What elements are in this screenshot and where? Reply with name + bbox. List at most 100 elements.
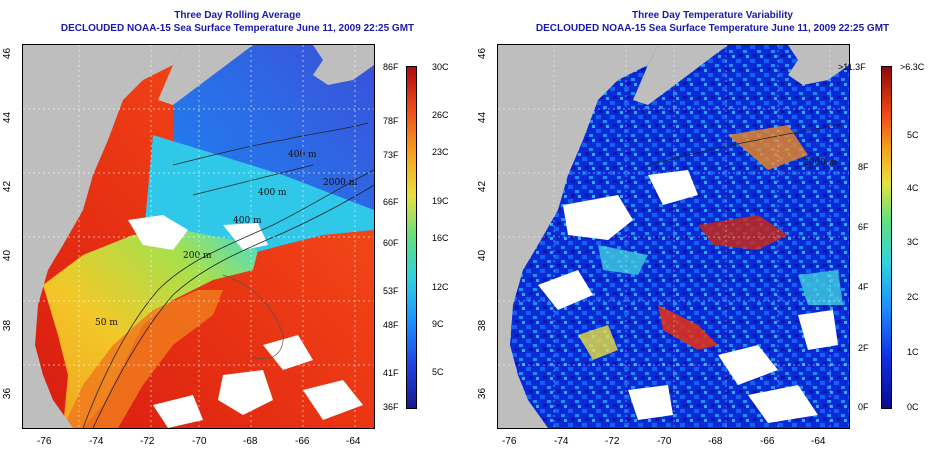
y-tick-label: 42 bbox=[477, 180, 489, 193]
cloud-patch bbox=[223, 223, 268, 250]
colorbar-f-label: 0F bbox=[858, 402, 869, 412]
panel-subtitle: DECLOUDED NOAA-15 Sea Surface Temperatur… bbox=[535, 23, 890, 34]
y-tick-label: 40 bbox=[477, 249, 489, 262]
cloud-patch bbox=[798, 310, 838, 350]
variability-mid bbox=[798, 270, 843, 305]
cloud-patch bbox=[128, 215, 188, 250]
colorbar-f-label: 8F bbox=[858, 162, 869, 172]
cloud-patch bbox=[303, 380, 363, 420]
sst-variability-panel: Three Day Temperature Variability DECLOU… bbox=[475, 0, 950, 475]
contour-label: 400 m bbox=[288, 150, 317, 160]
colorbar-c-label: 16C bbox=[432, 233, 449, 243]
colorbar-f-label: 66F bbox=[383, 197, 399, 207]
contour-label: 400 m bbox=[233, 216, 262, 226]
colorbar-c-label: 19C bbox=[432, 196, 449, 206]
land-north bbox=[633, 45, 728, 105]
y-tick-label: 36 bbox=[477, 387, 489, 400]
x-tick-label: -66 bbox=[295, 436, 310, 447]
colorbar-f-label: 60F bbox=[383, 238, 399, 248]
panel-title: Three Day Temperature Variability bbox=[632, 10, 793, 21]
colorbar-f-label: 53F bbox=[383, 286, 399, 296]
colorbar-c-label: 23C bbox=[432, 147, 449, 157]
sst-variability-map: 2000 m bbox=[497, 44, 850, 429]
y-tick-label: 46 bbox=[2, 47, 14, 60]
colorbar-c-label: 0C bbox=[907, 402, 919, 412]
colorbar-f-label: 41F bbox=[383, 368, 399, 378]
panel-title: Three Day Rolling Average bbox=[174, 10, 301, 21]
contour-label: 200 m bbox=[183, 251, 212, 261]
colorbar-f-label: 73F bbox=[383, 150, 399, 160]
colorbar-f-label: 6F bbox=[858, 222, 869, 232]
x-tick-label: -66 bbox=[760, 436, 775, 447]
contour-label: 2000 m bbox=[323, 178, 358, 188]
bathymetry-contour bbox=[82, 169, 374, 428]
colorbar-c-label: 1C bbox=[907, 347, 919, 357]
y-tick-label: 44 bbox=[477, 111, 489, 124]
variability-mid bbox=[578, 325, 618, 360]
x-tick-label: -76 bbox=[502, 436, 517, 447]
graticule bbox=[23, 45, 374, 428]
x-tick-label: -64 bbox=[346, 436, 361, 447]
bathymetry-contour bbox=[92, 184, 374, 428]
colorbar-f-label: >11.3F bbox=[838, 62, 866, 72]
land-nova-scotia bbox=[788, 45, 849, 85]
land-north bbox=[158, 45, 253, 105]
y-tick-label: 38 bbox=[2, 319, 14, 332]
colorbar-c-label: 3C bbox=[907, 237, 919, 247]
x-tick-label: -76 bbox=[37, 436, 52, 447]
x-tick-label: -72 bbox=[140, 436, 155, 447]
shelf-orange bbox=[63, 290, 223, 428]
variability-mid bbox=[598, 245, 648, 275]
colorbar-c-label: 9C bbox=[432, 319, 444, 329]
land-coast bbox=[23, 45, 183, 428]
colorbar-c-label: 5C bbox=[907, 130, 919, 140]
contour-label: 400 m bbox=[258, 188, 287, 198]
x-tick-label: -70 bbox=[657, 436, 672, 447]
colorbar-c-label: 2C bbox=[907, 292, 919, 302]
colorbar-f-label: 4F bbox=[858, 282, 869, 292]
cloud-patch bbox=[648, 170, 698, 205]
contour-label: 50 m bbox=[95, 318, 118, 328]
colorbar-c-label: 4C bbox=[907, 183, 919, 193]
colorbar-f-label: 86F bbox=[383, 62, 399, 72]
contour-label: 2000 m bbox=[803, 158, 838, 168]
variability-colorbar bbox=[881, 66, 892, 409]
cloud-patch bbox=[538, 270, 593, 310]
variability-mid bbox=[728, 125, 808, 170]
x-tick-label: -74 bbox=[554, 436, 569, 447]
cloud-patch bbox=[263, 335, 313, 370]
colorbar-f-label: 78F bbox=[383, 116, 399, 126]
bathymetry-contour bbox=[172, 122, 369, 166]
bathymetry-contour bbox=[222, 274, 284, 360]
x-tick-label: -68 bbox=[708, 436, 723, 447]
graticule bbox=[498, 45, 849, 428]
bathymetry-contour bbox=[647, 122, 844, 166]
variability-high bbox=[698, 215, 788, 250]
y-tick-label: 36 bbox=[2, 387, 14, 400]
y-tick-label: 44 bbox=[2, 111, 14, 124]
x-tick-label: -72 bbox=[605, 436, 620, 447]
land-coast bbox=[498, 45, 658, 428]
colorbar-c-label: 26C bbox=[432, 110, 449, 120]
sst-average-map: 400 m 2000 m 200 m 50 m 400 m 400 m bbox=[22, 44, 375, 429]
sst-average-panel: Three Day Rolling Average DECLOUDED NOAA… bbox=[2, 10, 449, 447]
y-tick-label: 38 bbox=[477, 319, 489, 332]
x-tick-label: -70 bbox=[192, 436, 207, 447]
land-nova-scotia bbox=[313, 45, 374, 85]
cloud-patch bbox=[748, 385, 818, 423]
y-tick-label: 40 bbox=[2, 249, 14, 262]
x-tick-label: -68 bbox=[243, 436, 258, 447]
bathymetry-contour bbox=[192, 164, 314, 196]
cloud-patch bbox=[153, 395, 203, 428]
colorbar-f-label: 48F bbox=[383, 320, 399, 330]
temperature-colorbar bbox=[406, 66, 417, 409]
y-tick-label: 42 bbox=[2, 180, 14, 193]
colorbar-f-label: 2F bbox=[858, 343, 869, 353]
x-tick-label: -74 bbox=[89, 436, 104, 447]
y-tick-label: 46 bbox=[477, 47, 489, 60]
cloud-patch bbox=[563, 195, 633, 240]
colorbar-c-label: 5C bbox=[432, 367, 444, 377]
colorbar-f-label: 36F bbox=[383, 402, 399, 412]
x-tick-label: -64 bbox=[811, 436, 826, 447]
panel-subtitle: DECLOUDED NOAA-15 Sea Surface Temperatur… bbox=[60, 23, 415, 34]
